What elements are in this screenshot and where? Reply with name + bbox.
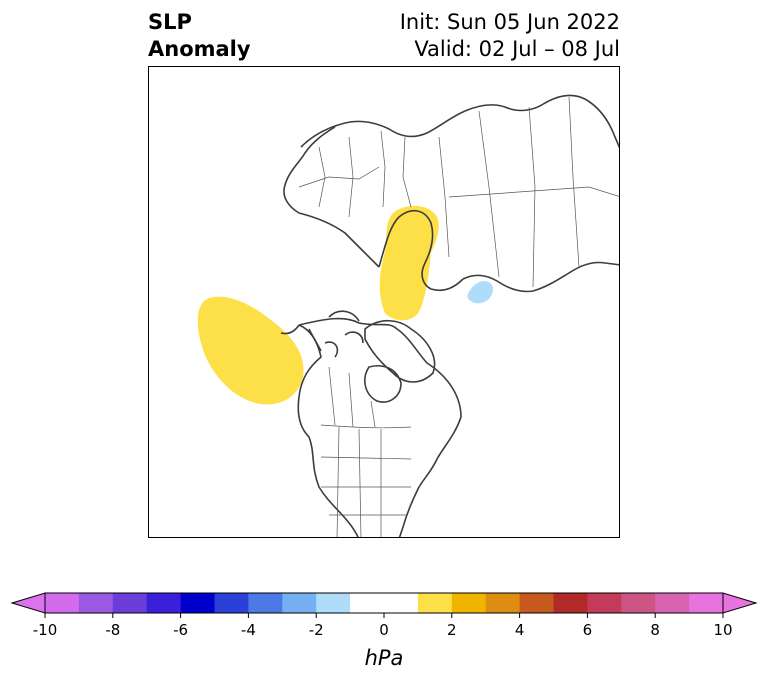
coastline-mediterranean (300, 110, 466, 148)
colorbar-cell (451, 593, 487, 613)
coastline-asia (464, 94, 619, 149)
colorbar-tick-label: 8 (650, 621, 660, 639)
valid-range: Valid: 02 Jul – 08 Jul (414, 37, 620, 61)
colorbar-cell (519, 593, 554, 613)
coastline-arctic-islands (324, 310, 364, 358)
colorbar-cell (417, 593, 453, 613)
colorbar-low-extension (10, 592, 46, 614)
title-variable: SLP (148, 10, 192, 34)
colorbar-tick-label: -10 (33, 621, 58, 639)
colorbar-tick-label: -8 (105, 621, 120, 639)
border-us-canada (320, 424, 412, 429)
colorbar-cell (78, 593, 114, 613)
colorbar-cell (621, 593, 656, 613)
colorbar-tick-label: 4 (515, 621, 525, 639)
colorbar-cell (384, 593, 419, 613)
coastline-north-america (297, 317, 462, 537)
colorbar-tick-label: -2 (309, 621, 324, 639)
map-svg (197, 94, 619, 537)
colorbar-unit-label: hPa (364, 646, 404, 670)
colorbar-cell (146, 593, 182, 613)
colorbar-cell (112, 593, 148, 613)
anomaly-region-scandinavia (379, 205, 439, 321)
colorbar-cell (180, 593, 215, 613)
init-date: Init: Sun 05 Jun 2022 (399, 10, 620, 34)
border-europe (298, 130, 412, 218)
map-panel (148, 66, 620, 538)
coastline-greenland (364, 319, 436, 383)
colorbar-tick-label: -6 (173, 621, 188, 639)
colorbar-cell (316, 593, 351, 613)
colorbar-tick-label: 0 (379, 621, 389, 639)
colorbar-cell (248, 593, 283, 613)
colorbar-cell (214, 593, 249, 613)
colorbar-tick-label: 6 (583, 621, 593, 639)
colorbar-cell (587, 593, 622, 613)
colorbar-cell (45, 593, 80, 613)
border-asia (438, 96, 619, 288)
anomaly-region-east-siberia (467, 281, 493, 304)
colorbar-cell (485, 593, 521, 613)
title-field: Anomaly (148, 37, 251, 61)
coastline-hudson-bay (364, 365, 402, 403)
coastline-eurasia (462, 261, 619, 293)
colorbar-cell (655, 593, 690, 613)
colorbar-tick-label: -4 (241, 621, 256, 639)
colorbar-high-extension (722, 592, 758, 614)
colorbar-tick-label: 2 (447, 621, 457, 639)
coastline-alaska (280, 324, 322, 352)
coastline-europe (283, 126, 464, 292)
colorbar-tick-label: 10 (713, 621, 732, 639)
colorbar-cell (350, 593, 385, 613)
border-us-states (320, 426, 412, 537)
title-right: Init: Sun 05 Jun 2022 Valid: 02 Jul – 08… (400, 9, 620, 63)
colorbar-cell (553, 593, 588, 613)
anomaly-region-northeast-pacific (197, 296, 304, 405)
border-canada-provinces (328, 366, 376, 428)
colorbar-cell (689, 593, 724, 613)
colorbar: -10 -8 -6 -4 -2 0 2 4 6 8 10 (10, 592, 758, 639)
title-left: SLP Anomaly (148, 9, 251, 63)
colorbar-cell (282, 593, 317, 613)
